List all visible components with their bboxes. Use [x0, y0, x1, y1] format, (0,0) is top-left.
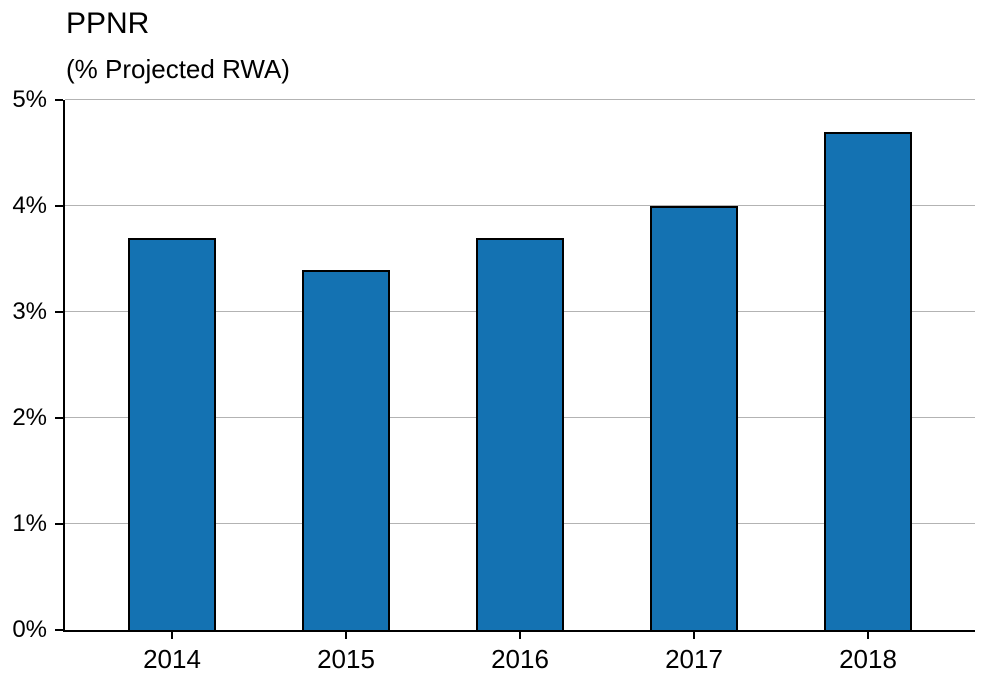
gridline	[65, 205, 975, 206]
bars-layer	[65, 100, 975, 630]
x-axis-tick	[693, 632, 695, 639]
x-slot-2018: 2018	[781, 632, 955, 674]
y-axis-tick	[55, 99, 63, 101]
y-axis-label: 4%	[12, 192, 47, 219]
y-axis-tick	[55, 629, 63, 631]
bar-slot-2015	[259, 100, 433, 630]
x-axis: 2014 2015 2016 2017 2018	[65, 632, 975, 674]
y-axis-label: 2%	[12, 404, 47, 431]
x-axis-line	[63, 630, 975, 632]
y-axis-label: 5%	[12, 86, 47, 113]
bar-2014	[128, 237, 216, 630]
y-axis-label: 1%	[12, 510, 47, 537]
x-axis-label: 2016	[491, 644, 549, 674]
bar-slot-2017	[607, 100, 781, 630]
bar-2018	[824, 131, 912, 630]
chart-subtitle: (% Projected RWA)	[66, 54, 290, 84]
y-axis-label: 3%	[12, 298, 47, 325]
y-axis-tick	[55, 523, 63, 525]
y-axis: 0% 1% 2% 3% 4% 5%	[0, 88, 63, 642]
y-axis-line	[63, 100, 65, 632]
bar-slot-2016	[433, 100, 607, 630]
x-axis-tick	[345, 632, 347, 639]
y-axis-tick	[55, 205, 63, 207]
x-slot-2015: 2015	[259, 632, 433, 674]
x-axis-label: 2015	[317, 644, 375, 674]
y-axis-label: 0%	[12, 616, 47, 643]
x-slot-2017: 2017	[607, 632, 781, 674]
x-axis-label: 2014	[143, 644, 201, 674]
bar-2015	[302, 269, 390, 630]
bar-2016	[476, 237, 564, 630]
gridline	[65, 99, 975, 100]
x-axis-tick	[519, 632, 521, 639]
y-axis-tick	[55, 417, 63, 419]
bar-slot-2014	[85, 100, 259, 630]
bar-slot-2018	[781, 100, 955, 630]
bar-2017	[650, 206, 738, 630]
y-axis-tick	[55, 311, 63, 313]
chart-title: PPNR	[66, 7, 150, 40]
x-axis-tick	[171, 632, 173, 639]
x-slot-2014: 2014	[85, 632, 259, 674]
plot-area	[65, 99, 975, 630]
x-slot-2016: 2016	[433, 632, 607, 674]
x-axis-label: 2018	[839, 644, 897, 674]
x-axis-label: 2017	[665, 644, 723, 674]
x-axis-tick	[867, 632, 869, 639]
